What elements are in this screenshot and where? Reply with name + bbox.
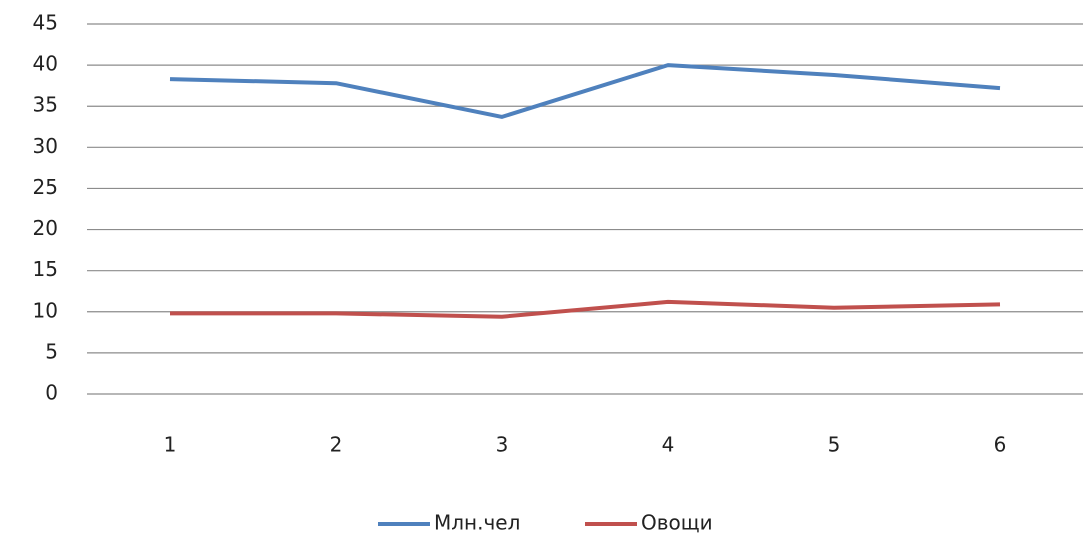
y-tick-label: 5 bbox=[45, 339, 58, 363]
x-tick-label: 5 bbox=[828, 433, 841, 457]
y-tick-label: 25 bbox=[33, 175, 58, 199]
x-tick-label: 4 bbox=[662, 433, 675, 457]
x-tick-label: 6 bbox=[994, 433, 1007, 457]
y-tick-label: 10 bbox=[33, 298, 58, 322]
x-tick-label: 2 bbox=[330, 433, 343, 457]
legend-label: Млн.чел bbox=[434, 511, 520, 535]
series-line bbox=[169, 63, 1001, 119]
y-tick-label: 40 bbox=[33, 52, 58, 76]
y-tick-label: 35 bbox=[33, 93, 58, 117]
legend-label: Овощи bbox=[641, 511, 713, 535]
y-tick-label: 0 bbox=[45, 381, 58, 405]
x-tick-label: 3 bbox=[496, 433, 509, 457]
y-tick-label: 45 bbox=[33, 11, 58, 35]
y-tick-label: 30 bbox=[33, 134, 58, 158]
series-line bbox=[170, 299, 1001, 319]
y-tick-label: 20 bbox=[33, 216, 58, 240]
x-tick-label: 1 bbox=[164, 433, 177, 457]
y-tick-label: 15 bbox=[33, 257, 58, 281]
